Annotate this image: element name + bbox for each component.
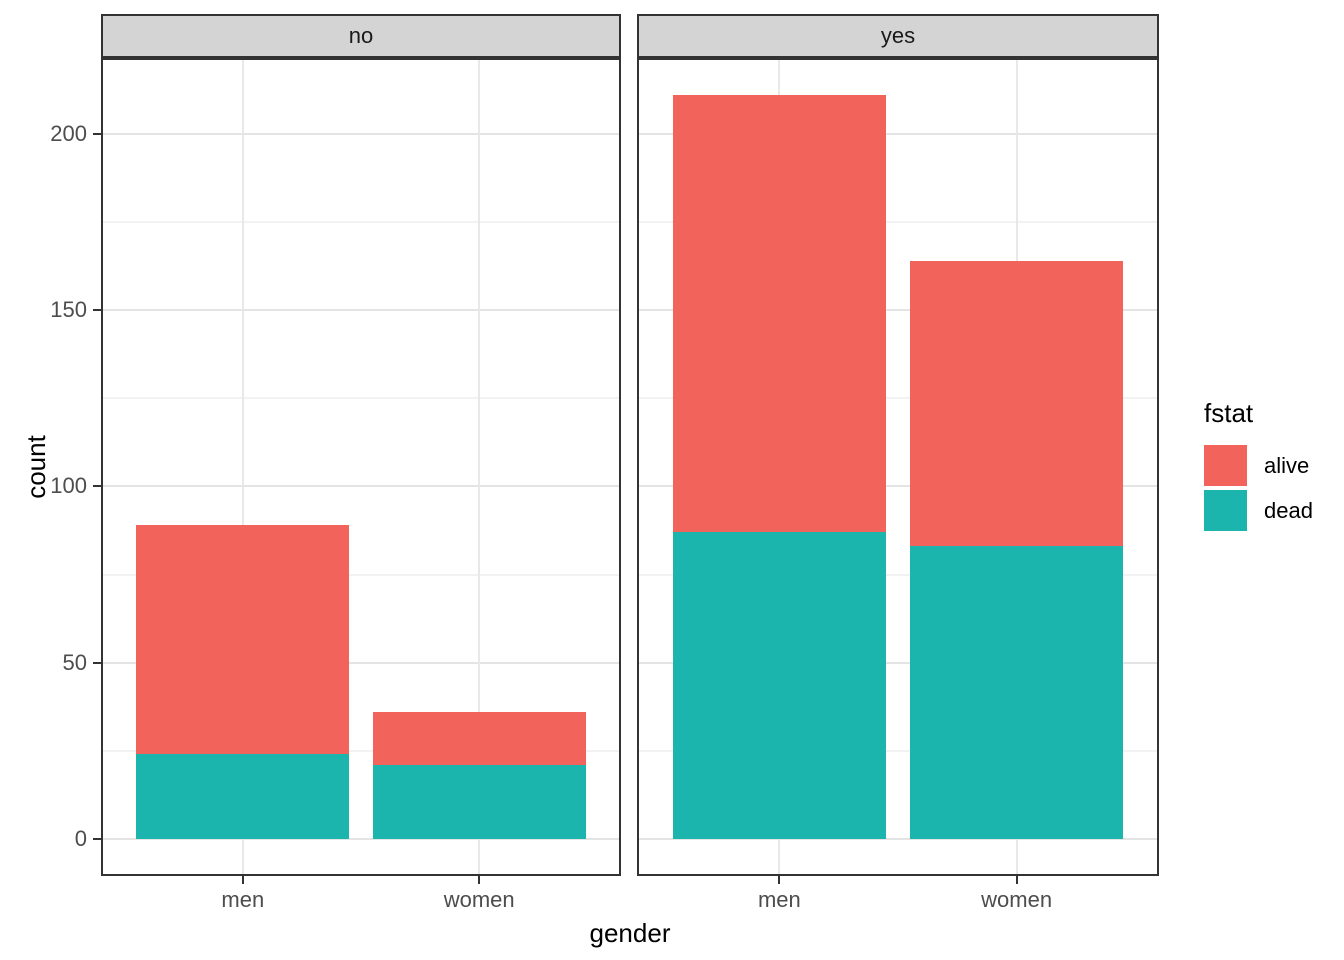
y-tick-0 <box>93 837 101 840</box>
legend: fstat alive dead <box>1204 398 1340 533</box>
y-tick-200 <box>93 132 101 135</box>
y-tick-label-150: 150 <box>50 297 87 323</box>
x-tick-label-men: men <box>221 887 265 912</box>
legend-swatch-alive <box>1204 445 1247 486</box>
gridline-major-y-150 <box>637 309 1159 312</box>
gridline-major-y-100 <box>637 485 1159 488</box>
legend-entry-dead: dead <box>1204 488 1340 533</box>
y-tick-100 <box>93 485 101 488</box>
bar-no-men-alive <box>136 525 350 755</box>
bar-yes-men-dead <box>672 532 887 839</box>
gridline-major-y-50 <box>637 661 1159 664</box>
y-tick-50 <box>93 661 101 664</box>
legend-swatch-dead <box>1204 490 1247 531</box>
facet-strip-label: yes <box>880 23 916 48</box>
gridline-minor-y-125 <box>101 397 621 400</box>
gridline-minor-y-175 <box>637 220 1159 223</box>
facet-strip-label: no <box>348 23 374 48</box>
facet-strip-no: no <box>101 14 621 58</box>
y-tick-label-200: 200 <box>50 120 87 146</box>
x-axis-title: gender <box>589 918 671 948</box>
bar-no-women-alive <box>372 712 586 765</box>
gridline-major-y-150 <box>101 309 621 312</box>
y-tick-label-50: 50 <box>62 649 87 675</box>
x-tick-women <box>478 876 481 884</box>
gridline-major-y-0 <box>101 837 621 840</box>
bar-no-women-dead <box>372 764 586 839</box>
y-tick-150 <box>93 309 101 312</box>
facet-panel-yes <box>637 58 1159 876</box>
x-tick-label-men: men <box>757 887 801 912</box>
legend-title: fstat <box>1204 398 1254 428</box>
gridline-minor-y-75 <box>637 573 1159 576</box>
legend-label-dead: dead <box>1264 497 1313 523</box>
y-tick-label-100: 100 <box>50 473 87 499</box>
x-tick-men <box>778 876 781 884</box>
gridline-major-y-200 <box>637 132 1159 135</box>
legend-label-alive: alive <box>1264 452 1310 478</box>
bar-no-men-dead <box>136 754 350 839</box>
gridline-minor-y-175 <box>101 220 621 223</box>
x-tick-label-women: women <box>981 887 1053 912</box>
facet-panel-no <box>101 58 621 876</box>
gridline-minor-y-125 <box>637 397 1159 400</box>
gridline-minor-y-75 <box>101 573 621 576</box>
bar-yes-women-alive <box>909 260 1124 547</box>
gridline-minor-y-25 <box>101 749 621 752</box>
legend-entry-alive: alive <box>1204 443 1340 488</box>
facet-strip-yes: yes <box>637 14 1159 58</box>
gridline-minor-y-25 <box>637 749 1159 752</box>
gridline-x-men <box>241 58 244 876</box>
bar-yes-women-dead <box>909 546 1124 839</box>
gridline-x-women <box>478 58 481 876</box>
x-tick-women <box>1015 876 1018 884</box>
gridline-major-y-50 <box>101 661 621 664</box>
gridline-major-y-200 <box>101 132 621 135</box>
x-tick-label-women: women <box>443 887 515 912</box>
bar-yes-men-alive <box>672 95 887 533</box>
gridline-major-y-0 <box>637 837 1159 840</box>
x-tick-men <box>241 876 244 884</box>
gridline-major-y-100 <box>101 485 621 488</box>
y-tick-label-0: 0 <box>74 825 87 851</box>
